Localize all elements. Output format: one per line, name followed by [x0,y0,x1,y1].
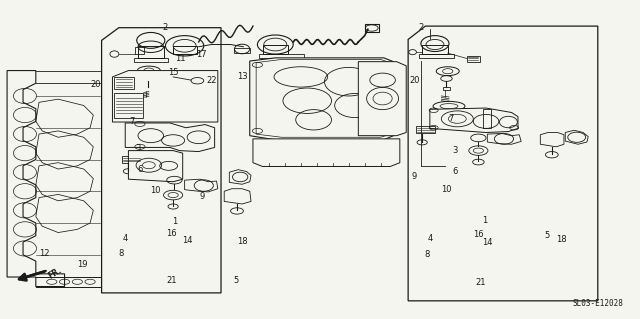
Bar [262,45,288,54]
Bar [115,77,134,89]
Text: 7: 7 [129,117,134,126]
Text: 1: 1 [172,217,177,226]
Polygon shape [229,170,251,184]
Text: 15: 15 [168,68,179,77]
Text: 7: 7 [448,114,454,123]
Text: 6: 6 [137,165,143,174]
Bar [422,45,448,54]
Polygon shape [125,123,214,152]
Polygon shape [129,151,182,182]
Text: 4: 4 [123,234,128,243]
Polygon shape [250,58,394,140]
Bar [135,47,145,54]
Bar [416,126,435,133]
Text: 2: 2 [419,23,424,32]
Text: 14: 14 [482,238,493,247]
Text: 18: 18 [237,237,248,246]
Bar [115,93,143,118]
Bar [467,56,479,62]
Text: 1: 1 [482,216,488,225]
Text: 22: 22 [206,76,217,85]
Text: 19: 19 [77,260,88,270]
Text: 6: 6 [452,167,458,176]
Bar [443,87,451,90]
Text: 8: 8 [118,249,124,258]
Bar [145,87,151,90]
Bar [365,24,379,32]
Text: 10: 10 [441,185,452,194]
Text: 9: 9 [199,191,205,201]
Text: 16: 16 [473,230,484,239]
Polygon shape [7,70,65,286]
Polygon shape [565,130,588,144]
Text: 16: 16 [166,229,177,238]
Polygon shape [184,179,218,192]
Text: 10: 10 [150,186,161,195]
Text: 8: 8 [424,250,430,259]
Bar [173,46,197,54]
Text: 14: 14 [182,236,193,245]
Text: 5: 5 [233,276,238,285]
Text: 21: 21 [166,276,177,285]
Bar [483,109,491,128]
Text: 18: 18 [556,235,566,244]
Polygon shape [487,133,521,144]
Text: 5: 5 [544,231,549,240]
Bar [234,48,250,53]
Text: 13: 13 [237,72,248,81]
Bar [122,156,141,163]
Text: 3: 3 [135,144,141,153]
Polygon shape [430,108,518,132]
Text: SL03-E12028: SL03-E12028 [572,299,623,308]
Text: FR.: FR. [47,266,63,281]
Polygon shape [113,70,218,122]
Polygon shape [253,139,400,167]
Text: 4: 4 [428,234,433,243]
Text: 21: 21 [476,278,486,287]
Polygon shape [358,62,406,136]
Text: 11: 11 [175,54,186,63]
Text: 20: 20 [90,80,100,89]
Polygon shape [540,132,564,147]
Polygon shape [224,189,251,204]
Bar [138,46,164,58]
Text: 12: 12 [39,249,49,258]
Text: 9: 9 [412,172,417,181]
Text: 3: 3 [452,146,458,155]
Text: 17: 17 [196,49,207,59]
Text: 20: 20 [409,76,420,85]
Text: 2: 2 [163,23,168,32]
